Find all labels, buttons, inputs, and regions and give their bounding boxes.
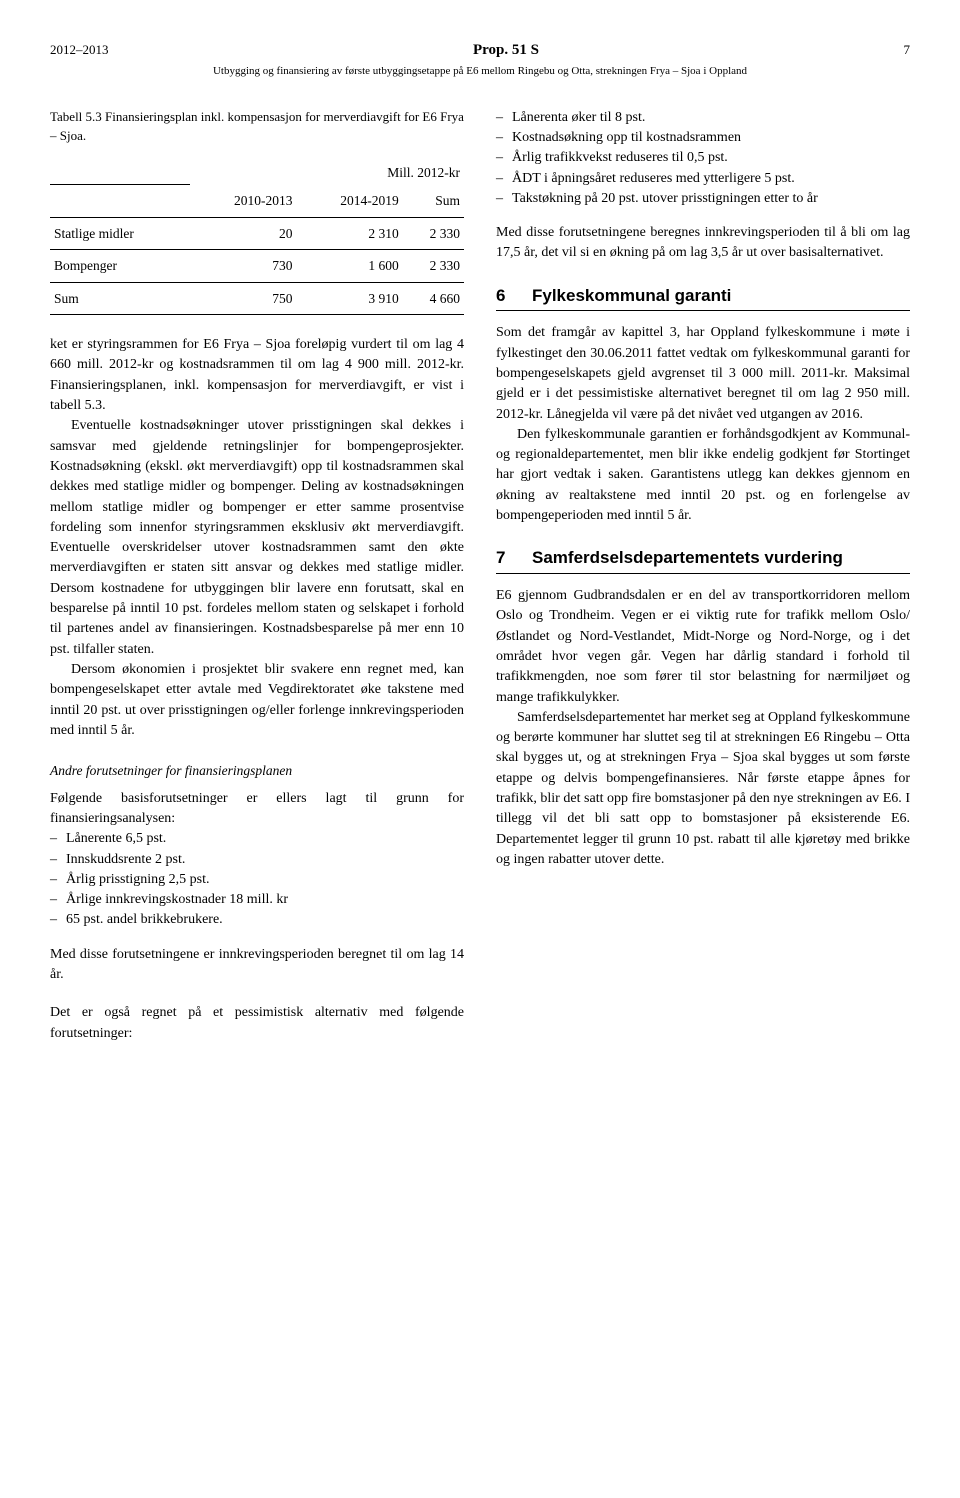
paragraph: Den fylkeskommunale garantien er forhånd… [496, 425, 910, 526]
row-cell: 2 330 [403, 250, 464, 283]
page-subheader: Utbygging og finansiering av første utby… [50, 64, 910, 80]
list-item: Lånerenta øker til 8 pst. [496, 108, 910, 128]
bullet-list: Lånerenta øker til 8 pst. Kostnadsøkning… [496, 108, 910, 209]
row-label: Sum [50, 282, 190, 315]
table-row: Bompenger 730 1 600 2 330 [50, 250, 464, 283]
row-label: Statlige midler [50, 217, 190, 250]
list-item: Takstøkning på 20 pst. utover prisstigni… [496, 189, 910, 209]
paragraph: Eventuelle kostnadsøkninger utover priss… [50, 416, 464, 660]
paragraph: Med disse forutsetningene er innkrevings… [50, 945, 464, 986]
row-cell: 4 660 [403, 282, 464, 315]
section-number: 6 [496, 284, 510, 309]
right-column: Lånerenta øker til 8 pst. Kostnadsøkning… [496, 108, 910, 1044]
section-rule [496, 310, 910, 311]
table-col3: Sum [403, 185, 464, 217]
bullet-list: Lånerente 6,5 pst. Innskuddsrente 2 pst.… [50, 829, 464, 930]
list-item: Lånerente 6,5 pst. [50, 829, 464, 849]
section-heading-6: 6 Fylkeskommunal garanti [496, 284, 910, 309]
table-col2: 2014-2019 [297, 185, 403, 217]
paragraph: Med disse forutsetningene beregnes innkr… [496, 223, 910, 264]
header-page-number: 7 [903, 41, 910, 60]
row-cell: 20 [190, 217, 296, 250]
section-title: Fylkeskommunal garanti [532, 284, 731, 309]
subheading-italic: Andre forutsetninger for finansieringspl… [50, 761, 464, 781]
paragraph: Følgende basisforutsetninger er ellers l… [50, 789, 464, 830]
row-cell: 2 310 [297, 217, 403, 250]
left-column: Tabell 5.3 Finansieringsplan inkl. kompe… [50, 108, 464, 1044]
paragraph: Dersom økonomien i prosjektet blir svake… [50, 660, 464, 741]
row-cell: 750 [190, 282, 296, 315]
paragraph: E6 gjennom Gudbrandsdalen er en del av t… [496, 586, 910, 708]
list-item: Innskuddsrente 2 pst. [50, 850, 464, 870]
table-caption: Tabell 5.3 Finansieringsplan inkl. kompe… [50, 108, 464, 146]
section-number: 7 [496, 546, 510, 571]
table-col1: 2010-2013 [190, 185, 296, 217]
row-cell: 730 [190, 250, 296, 283]
paragraph: Som det framgår av kapittel 3, har Oppla… [496, 323, 910, 424]
list-item: Årlige innkrevingskostnader 18 mill. kr [50, 890, 464, 910]
paragraph: Samferdselsdepartementet har merket seg … [496, 708, 910, 870]
section-title: Samferdselsdepartementets vurdering [532, 546, 843, 571]
paragraph: Det er også regnet på et pessimistisk al… [50, 1003, 464, 1044]
list-item: ÅDT i åpningsåret reduseres med ytterlig… [496, 169, 910, 189]
paragraph: ket er styringsrammen for E6 Frya – Sjoa… [50, 335, 464, 416]
row-cell: 2 330 [403, 217, 464, 250]
header-left: 2012–2013 [50, 41, 109, 60]
list-item: Årlig trafikkvekst reduseres til 0,5 pst… [496, 148, 910, 168]
row-cell: 1 600 [297, 250, 403, 283]
list-item: Årlig prisstigning 2,5 pst. [50, 870, 464, 890]
list-item: 65 pst. andel brikkebrukere. [50, 910, 464, 930]
financing-table: Mill. 2012-kr 2010-2013 2014-2019 Sum St… [50, 157, 464, 315]
row-label: Bompenger [50, 250, 190, 283]
page-header: 2012–2013 Prop. 51 S 7 [50, 40, 910, 62]
table-unit: Mill. 2012-kr [190, 157, 464, 185]
table-row-sum: Sum 750 3 910 4 660 [50, 282, 464, 315]
list-item: Kostnadsøkning opp til kostnadsrammen [496, 128, 910, 148]
table-row: Statlige midler 20 2 310 2 330 [50, 217, 464, 250]
row-cell: 3 910 [297, 282, 403, 315]
section-rule [496, 573, 910, 574]
header-center: Prop. 51 S [473, 40, 539, 62]
section-heading-7: 7 Samferdselsdepartementets vurdering [496, 546, 910, 571]
